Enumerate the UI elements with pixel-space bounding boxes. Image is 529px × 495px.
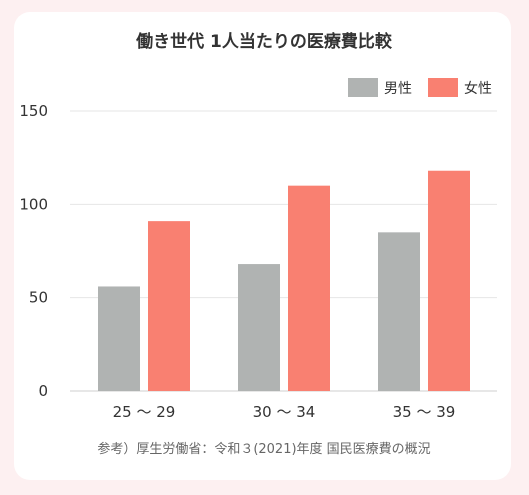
y-tick-label: 150 bbox=[19, 102, 48, 120]
bar-男性-2 bbox=[378, 232, 420, 391]
y-tick-label: 50 bbox=[29, 289, 48, 307]
x-tick-label: 35 〜 39 bbox=[393, 403, 456, 421]
x-axis-ticks: 25 〜 29 30 〜 34 35 〜 39 bbox=[113, 403, 456, 421]
legend-label: 女性 bbox=[464, 80, 492, 97]
y-tick-label: 100 bbox=[19, 195, 48, 213]
bar-男性-1 bbox=[238, 264, 280, 391]
chart-bars bbox=[98, 170, 470, 391]
chart-title: 働き世代 1人当たりの医療費比較 bbox=[135, 31, 393, 52]
x-tick-label: 30 〜 34 bbox=[253, 403, 316, 421]
legend-swatch bbox=[348, 78, 378, 97]
chart-gridlines bbox=[70, 110, 497, 392]
x-tick-label: 25 〜 29 bbox=[113, 403, 176, 421]
bar-女性-0 bbox=[148, 221, 190, 391]
chart-legend: 男性 女性 bbox=[348, 78, 492, 97]
y-tick-label: 0 bbox=[38, 382, 48, 400]
legend-label: 男性 bbox=[384, 81, 412, 97]
chart-source-note: 参考）厚生労働省：令和３(2021)年度 国民医療費の概況 bbox=[97, 441, 430, 457]
y-axis-ticks: 0 50 100 150 bbox=[19, 102, 48, 400]
bar-女性-2 bbox=[428, 170, 470, 391]
legend-swatch bbox=[428, 78, 458, 97]
bar-男性-0 bbox=[98, 286, 140, 391]
bar-女性-1 bbox=[288, 185, 330, 391]
